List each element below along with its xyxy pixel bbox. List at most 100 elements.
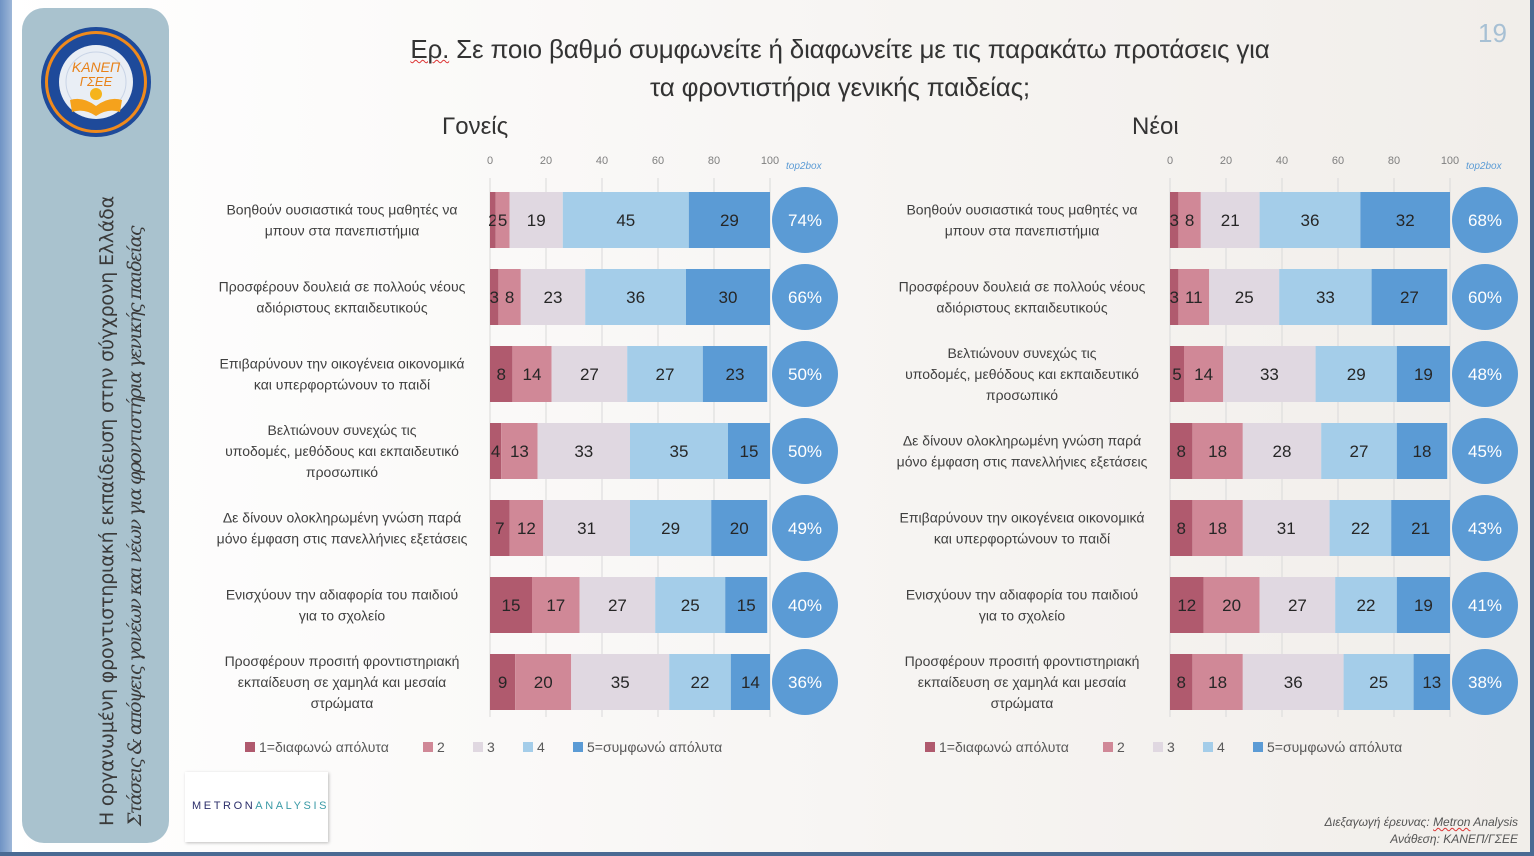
bar-data-label: 9 (498, 673, 507, 692)
bar-data-label: 14 (741, 673, 760, 692)
x-tick-label: 0 (1167, 155, 1173, 167)
bar-data-label: 23 (544, 288, 563, 307)
bar-data-label: 36 (1284, 673, 1303, 692)
category-label-line: προσωπικό (306, 464, 378, 480)
bar-segment-4 (562, 192, 689, 248)
bar-segment-2 (1178, 269, 1210, 325)
category-label: Προσφέρουν δουλειά σε πολλούς νέους αδιόρ… (899, 279, 1146, 316)
bar-segment-1 (1170, 346, 1184, 402)
credit-research: Διεξαγωγή έρευνας: Metron Analysis (1325, 814, 1518, 831)
bar-segment-2 (1192, 423, 1243, 479)
top2box-circle (772, 649, 838, 715)
bar-data-label: 2 (488, 211, 497, 230)
chart-youth: 0 20 40 60 80 100 top2box Βοηθούν ουσιαστικά το… (897, 155, 1518, 755)
category-label: Βοηθούν ουσιαστικά τους μαθητές να μπουν … (906, 202, 1137, 239)
category-label-line: Βελτιώνουν συνεχώς τις (268, 422, 417, 438)
bar-data-label: 33 (1260, 365, 1279, 384)
top2box-value: 60% (1468, 288, 1502, 307)
category-label-line: μπουν στα πανεπιστήμια (945, 223, 1100, 239)
bar-data-label: 35 (611, 673, 630, 692)
legend-swatch-5 (573, 742, 583, 752)
category-label-line: Δε δίνουν ολοκληρωμένη γνώση παρά (223, 510, 461, 526)
bar-data-label: 31 (577, 519, 596, 538)
category-label: Βοηθούν ουσιαστικά τους μαθητές να μπουν … (226, 202, 457, 239)
category-label-line: και υπερφορτώνουν το παιδί (254, 377, 430, 393)
top2box-circle (772, 264, 838, 330)
bar-segment-4 (630, 500, 712, 556)
top2box-header: top2box (786, 161, 823, 172)
bar-segment-5 (1396, 577, 1450, 633)
bar-data-label: 8 (1185, 211, 1194, 230)
metron-logo-text: METRONANALYSIS (192, 800, 329, 812)
bar-segment-1 (1170, 577, 1204, 633)
x-tick-label: 0 (487, 155, 493, 167)
legend-swatch-1 (245, 742, 255, 752)
bar-data-label: 25 (1369, 673, 1388, 692)
category-label-line: Επιβαρύνουν την οικογένεια οικονομικά (220, 356, 465, 372)
bar-data-label: 15 (737, 596, 756, 615)
bar-data-label: 35 (670, 442, 689, 461)
bar-segment-1 (1170, 192, 1179, 248)
category-label-line: στρώματα (991, 695, 1054, 711)
bar-segment-3 (1200, 192, 1260, 248)
legend-swatch-4 (523, 742, 533, 752)
category-label-line: Προσφέρουν δουλειά σε πολλούς νέους (219, 279, 466, 295)
top2box-value: 45% (1468, 442, 1502, 461)
category-label-line: Βοηθούν ουσιαστικά τους μαθητές να (906, 202, 1137, 218)
bar-data-label: 15 (740, 442, 759, 461)
bar-segment-4 (1321, 423, 1397, 479)
category-label: Ενισχύουν την αδιαφορία του παιδιού για τ… (226, 587, 458, 624)
credit-research-rest: Analysis (1470, 815, 1518, 829)
category-label: Ενισχύουν την αδιαφορία του παιδιού για τ… (906, 587, 1138, 624)
sidebar-title: Η οργανωμένη φροντιστηριακή εκπαίδευση σ… (96, 196, 118, 826)
bar-segment-5 (1396, 423, 1448, 479)
bar-segment-2 (498, 269, 521, 325)
bar-segment-4 (1259, 192, 1361, 248)
bar-data-label: 29 (720, 211, 739, 230)
legend-swatch-1 (925, 742, 935, 752)
credit-research-label: Διεξαγωγή έρευνας: (1324, 815, 1434, 829)
bar-segment-4 (1315, 346, 1397, 402)
bar-data-label: 14 (1194, 365, 1213, 384)
left-accent-band (0, 0, 12, 852)
bar-segment-3 (520, 269, 586, 325)
bar-segment-1 (490, 269, 499, 325)
bar-segment-4 (630, 423, 728, 479)
bar-data-label: 27 (1400, 288, 1419, 307)
category-label-line: Προσφέρουν προσιτή φροντιστηριακή (225, 653, 460, 669)
legend-label-3: 3 (1167, 739, 1175, 755)
bar-segment-5 (1396, 346, 1450, 402)
bar-data-label: 8 (496, 365, 505, 384)
bar-segment-2 (1192, 500, 1243, 556)
bar-segment-1 (1170, 423, 1193, 479)
bar-data-label: 7 (495, 519, 504, 538)
legend-swatch-5 (1253, 742, 1263, 752)
bar-data-label: 25 (681, 596, 700, 615)
bar-segment-3 (1259, 577, 1336, 633)
top2box-circle (772, 418, 838, 484)
category-label-line: μόνο έμφαση στις πανελλήνιες εξετάσεις (897, 454, 1148, 470)
category-label-line: Ενισχύουν την αδιαφορία του παιδιού (226, 587, 458, 603)
category-label-line: για το σχολείο (979, 608, 1066, 624)
bar-segment-5 (1371, 269, 1448, 325)
bar-segment-3 (543, 500, 630, 556)
bar-data-label: 21 (1221, 211, 1240, 230)
bar-segment-1 (1170, 500, 1193, 556)
bar-segment-3 (579, 577, 656, 633)
category-label-line: Προσφέρουν προσιτή φροντιστηριακή (905, 653, 1140, 669)
bar-segment-1 (490, 500, 510, 556)
logo-text-top: ΚΑΝΕΠ (72, 59, 121, 75)
bar-segment-2 (501, 423, 538, 479)
top2box-circle (1452, 649, 1518, 715)
bar-data-label: 18 (1208, 673, 1227, 692)
legend-label-2: 2 (1117, 739, 1125, 755)
bar-segment-3 (1242, 654, 1344, 710)
bar-segment-4 (585, 269, 686, 325)
metron-logo-part1: METRON (192, 800, 256, 812)
category-label: Δε δίνουν ολοκληρωμένη γνώση παρά μόνο έμ… (217, 510, 468, 547)
bar-data-label: 31 (1277, 519, 1296, 538)
legend-label-3: 3 (487, 739, 495, 755)
bar-data-label: 8 (1176, 519, 1185, 538)
category-label-line: μόνο έμφαση στις πανελλήνιες εξετάσεις (217, 531, 468, 547)
category-label-line: και υπερφορτώνουν το παιδί (934, 531, 1110, 547)
